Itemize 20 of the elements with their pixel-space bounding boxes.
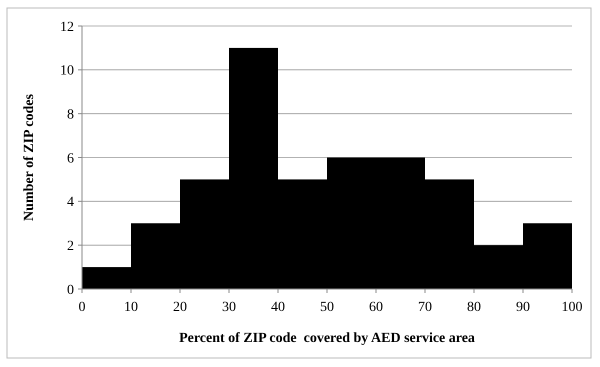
x-tick-label: 100 (562, 300, 582, 315)
x-axis-title: Percent of ZIP code covered by AED service area (179, 331, 475, 346)
y-tick-label: 8 (67, 108, 74, 123)
x-tick-label: 90 (516, 300, 530, 315)
y-tick-label: 4 (67, 195, 74, 210)
x-tick-label: 70 (418, 300, 432, 315)
x-tick-label: 30 (222, 300, 236, 315)
x-tick-label: 50 (320, 300, 334, 315)
x-tick-label: 40 (271, 300, 285, 315)
y-tick-label: 2 (67, 239, 74, 254)
x-tick-label: 80 (467, 300, 481, 315)
y-tick-label: 12 (60, 20, 74, 35)
y-tick-label: 6 (67, 151, 74, 166)
y-tick-label: 0 (67, 282, 74, 298)
x-tick-label: 60 (369, 300, 383, 315)
x-tick-label: 10 (124, 300, 138, 315)
x-tick-label: 0 (78, 300, 86, 315)
y-tick-label: 10 (60, 64, 74, 79)
x-tick-label: 20 (173, 300, 187, 315)
y-axis-title: Number of ZIP codes (22, 94, 37, 221)
